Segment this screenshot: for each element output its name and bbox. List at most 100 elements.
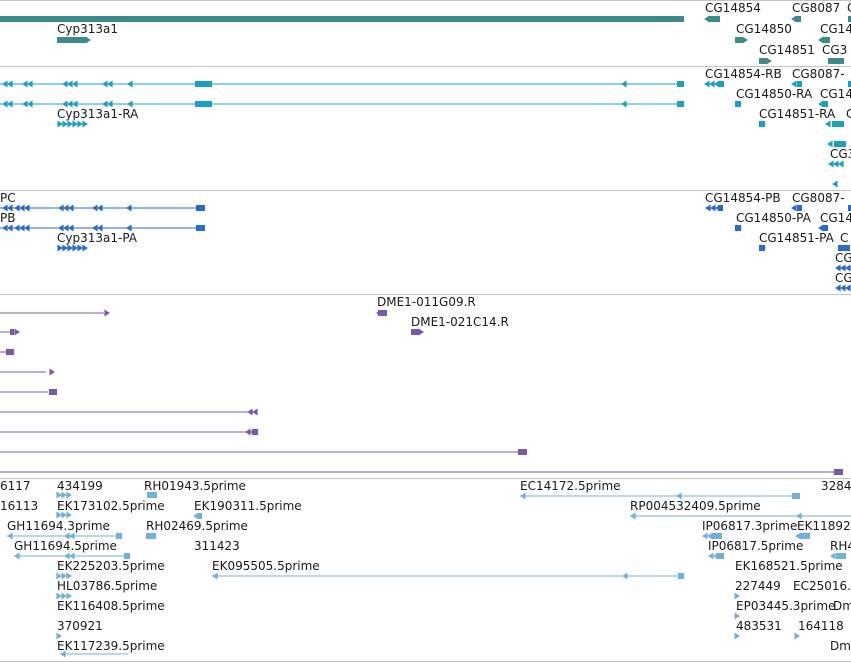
- strand-arrow-right: [794, 632, 800, 640]
- strand-arrow-left: [7, 80, 13, 88]
- strand-arrow-left: [791, 204, 797, 212]
- strand-arrow-right: [766, 57, 772, 65]
- feature-label[interactable]: CG3: [830, 147, 851, 161]
- strand-arrow-left: [245, 428, 251, 436]
- strand-arrow-left: [63, 224, 69, 232]
- feature-label[interactable]: EK173102.5prime: [57, 499, 165, 513]
- strand-arrow-left: [97, 204, 103, 212]
- strand-arrow-right: [418, 328, 424, 336]
- feature-label[interactable]: GH11694.5prime: [14, 539, 117, 553]
- feature-label[interactable]: 434199: [57, 479, 103, 493]
- feature-exon-block: [198, 513, 202, 519]
- feature-label[interactable]: CG8087: [792, 1, 841, 15]
- feature-label[interactable]: 3284: [821, 479, 851, 493]
- feature-label[interactable]: EK168521.5prime: [735, 559, 843, 573]
- feature-label[interactable]: CG: [835, 271, 851, 285]
- feature-exon-block: [0, 16, 684, 22]
- strand-arrow-left: [2, 100, 8, 108]
- feature-exon-block: [832, 121, 844, 127]
- feature-label[interactable]: CG14851-RA: [759, 107, 836, 121]
- feature-label[interactable]: Cyp313a1-RA: [57, 107, 139, 121]
- strand-arrow-left: [795, 532, 801, 540]
- feature-label[interactable]: EK225203.5prime: [57, 559, 165, 573]
- track-separator: [0, 294, 851, 295]
- feature-label[interactable]: Dm: [830, 639, 851, 653]
- protein-track: PC PB CG14854-PB CG8087- CG14850-PA CG14…: [0, 191, 851, 294]
- feature-label[interactable]: Cyp313a1: [57, 22, 118, 36]
- strand-arrow-left: [2, 224, 8, 232]
- feature-exon-block: [848, 205, 851, 211]
- feature-label[interactable]: RH01943.5prime: [144, 479, 246, 493]
- feature-label[interactable]: CG: [835, 251, 851, 265]
- feature-label[interactable]: CG8087-: [792, 67, 845, 81]
- strand-arrow-left: [818, 36, 824, 44]
- feature-label[interactable]: EC14172.5prime: [520, 479, 621, 493]
- est-track-glyphs: [0, 309, 843, 475]
- feature-label[interactable]: DME1-021C14.R: [411, 315, 509, 329]
- feature-label[interactable]: CG14850: [736, 22, 792, 36]
- feature-label[interactable]: CG14854: [705, 1, 761, 15]
- feature-label[interactable]: CG14851: [759, 43, 815, 57]
- feature-exon-block: [759, 245, 765, 251]
- feature-exon-block: [518, 449, 527, 455]
- feature-label[interactable]: CG14851-PA: [759, 231, 834, 245]
- feature-label[interactable]: GH11694.3prime: [7, 519, 110, 533]
- strand-arrow-left: [825, 120, 831, 128]
- feature-label[interactable]: 311423: [194, 539, 240, 553]
- feature-exon-block: [708, 16, 720, 22]
- feature-label[interactable]: RH02469.5prime: [146, 519, 248, 533]
- feature-label[interactable]: CG14850-RA: [736, 87, 813, 101]
- feature-label[interactable]: RH4: [830, 539, 851, 553]
- feature-label[interactable]: CG14854-RB: [705, 67, 782, 81]
- strand-arrow-left: [709, 80, 715, 88]
- feature-label[interactable]: EK116408.5prime: [57, 599, 165, 613]
- feature-label[interactable]: RP004532409.5prime: [630, 499, 761, 513]
- feature-label[interactable]: 6117: [0, 479, 31, 493]
- feature-label[interactable]: EK095505.5prime: [212, 559, 320, 573]
- strand-arrow-left: [107, 100, 113, 108]
- feature-label[interactable]: PC: [0, 191, 16, 205]
- feature-label[interactable]: PB: [0, 211, 16, 225]
- feature-exon-block: [797, 205, 802, 211]
- feature-label[interactable]: C: [846, 107, 851, 121]
- feature-label[interactable]: EK11892: [797, 519, 851, 533]
- feature-label[interactable]: IP06817.5prime: [708, 539, 804, 553]
- feature-label[interactable]: EK117239.5prime: [57, 639, 165, 653]
- strand-arrow-left: [705, 204, 711, 212]
- feature-label[interactable]: HL03786.5prime: [57, 579, 158, 593]
- feature-label[interactable]: EC25016.: [793, 579, 851, 593]
- strand-arrow-left: [676, 492, 682, 500]
- feature-label[interactable]: Dm: [833, 599, 851, 613]
- strand-arrow-left: [796, 512, 802, 520]
- feature-label[interactable]: Cyp313a1-PA: [57, 231, 137, 245]
- feature-label[interactable]: CG3: [822, 43, 848, 57]
- strand-arrow-left: [622, 572, 628, 580]
- strand-arrow-left: [707, 532, 713, 540]
- strand-arrow-left: [69, 552, 75, 560]
- feature-label[interactable]: 227449: [735, 579, 781, 593]
- feature-exon-block: [716, 553, 724, 559]
- feature-label[interactable]: EP03445.3prime: [736, 599, 836, 613]
- feature-label[interactable]: CG14: [820, 22, 851, 36]
- feature-exon-block: [252, 429, 258, 435]
- feature-label[interactable]: CG14854-PB: [705, 191, 781, 205]
- strand-arrow-left: [64, 552, 70, 560]
- feature-exon-block: [195, 81, 212, 87]
- feature-label[interactable]: CG8087-: [792, 191, 845, 205]
- strand-arrow-left: [828, 160, 834, 168]
- feature-label[interactable]: C: [840, 231, 849, 245]
- feature-label[interactable]: DME1-011G09.R: [377, 295, 476, 309]
- feature-label[interactable]: EK190311.5prime: [194, 499, 302, 513]
- feature-label[interactable]: CG14: [820, 211, 851, 225]
- feature-label[interactable]: CG14850-PA: [736, 211, 811, 225]
- feature-label[interactable]: IP06817.3prime: [702, 519, 798, 533]
- strand-arrow-left: [827, 140, 833, 148]
- feature-label[interactable]: 483531: [736, 619, 782, 633]
- strand-arrow-left: [68, 224, 74, 232]
- feature-label[interactable]: 16113: [0, 499, 39, 513]
- feature-label[interactable]: 370921: [57, 619, 103, 633]
- feature-label[interactable]: 164118: [798, 619, 844, 633]
- feature-label[interactable]: CG: [847, 2, 851, 15]
- feature-label[interactable]: CG14: [820, 87, 851, 101]
